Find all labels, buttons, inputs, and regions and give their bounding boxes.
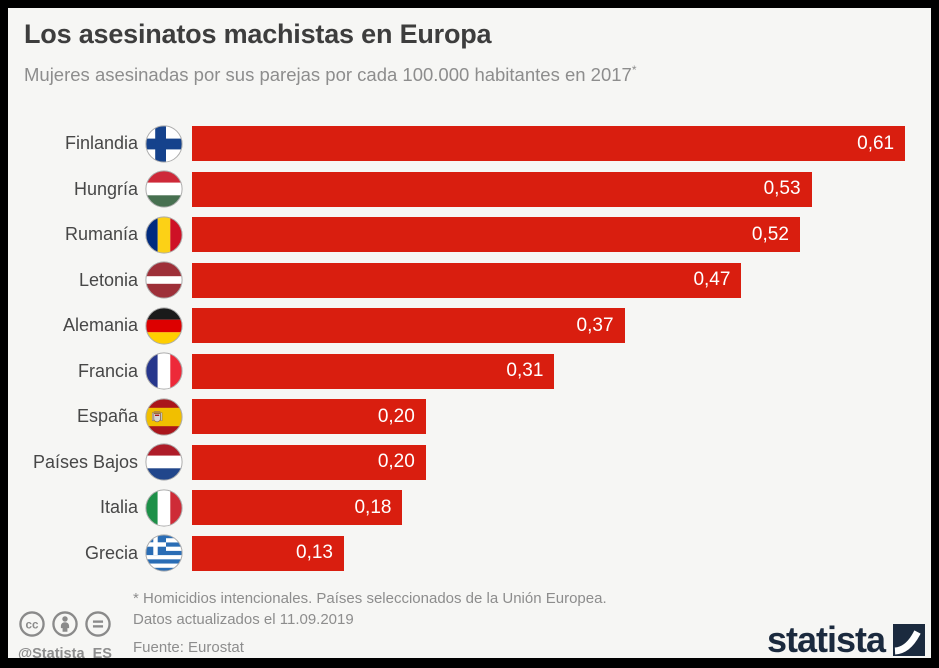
bar: 0,47 — [192, 262, 742, 298]
country-label: Alemania — [62, 315, 138, 336]
bar-track: 0,37 — [192, 308, 931, 344]
svg-text:cc: cc — [26, 618, 39, 631]
bar: 0,61 — [192, 126, 906, 162]
bar-track: 0,20 — [192, 399, 931, 435]
flag-latvia-icon — [145, 261, 183, 300]
value-label: 0,52 — [751, 223, 789, 245]
flag-netherlands-icon — [145, 443, 183, 482]
flag-hungary-icon — [145, 170, 183, 209]
country-label: España — [76, 406, 138, 427]
chart-row: Grecia 0,13 — [8, 531, 931, 577]
bar-track: 0,13 — [192, 535, 931, 571]
bar-track: 0,20 — [192, 444, 931, 480]
country-label: Rumanía — [64, 224, 138, 245]
chart-row: Hungría 0,53 — [8, 167, 931, 213]
bar-track: 0,52 — [192, 217, 931, 253]
value-label: 0,61 — [857, 132, 895, 154]
subtitle-text: Mujeres asesinadas por sus parejas por c… — [24, 64, 632, 86]
footnote-line2: Datos actualizados el 11.09.2019 — [133, 611, 354, 628]
brand-wordmark: statista — [766, 619, 886, 660]
country-label: Italia — [99, 497, 138, 518]
chart-row: Francia 0,31 — [8, 349, 931, 395]
footnote: * Homicidios intencionales. Países selec… — [133, 588, 607, 658]
country-label: Francia — [77, 360, 138, 381]
chart-row: Finlandia 0,61 — [8, 121, 931, 167]
flag-france-icon — [145, 352, 183, 391]
chart-row: Letonia 0,47 — [8, 258, 931, 304]
footnote-marker: * — [631, 63, 637, 77]
flag-germany-icon — [145, 307, 183, 345]
statista-logo-icon — [893, 624, 925, 656]
flag-romania-icon — [145, 216, 183, 254]
bar: 0,31 — [192, 353, 555, 389]
flag-finland-icon — [145, 125, 183, 163]
bar-chart: Finlandia 0,61 Hungría 0,53 Rumanía 0,52 Leton… — [8, 121, 931, 576]
country-label: Hungría — [73, 178, 138, 199]
bar: 0,20 — [192, 399, 426, 435]
license-badges: cc — [18, 610, 112, 643]
chart-row: Rumanía 0,52 — [8, 212, 931, 258]
statista-logo: statista — [767, 622, 925, 658]
bar: 0,37 — [192, 308, 625, 344]
value-label: 0,20 — [377, 405, 415, 427]
attribution-icon — [51, 610, 79, 643]
bar-track: 0,18 — [192, 490, 931, 526]
chart-subtitle: Mujeres asesinadas por sus parejas por c… — [24, 58, 913, 87]
chart-row: Italia 0,18 — [8, 485, 931, 531]
flag-italy-icon — [145, 489, 183, 527]
source-line: Fuente: Eurostat — [133, 639, 244, 656]
country-label: Letonia — [78, 269, 138, 290]
bar-track: 0,53 — [192, 171, 931, 207]
footnote-line1: * Homicidios intencionales. Países selec… — [133, 590, 607, 607]
no-derivatives-icon — [84, 610, 112, 643]
bar-track: 0,61 — [192, 126, 931, 162]
cc-icon: cc — [18, 610, 46, 643]
twitter-handle: @Statista_ES — [18, 646, 112, 662]
country-label: Finlandia — [64, 133, 138, 154]
value-label: 0,47 — [693, 269, 731, 291]
bar: 0,53 — [192, 171, 812, 207]
bar-track: 0,47 — [192, 262, 931, 298]
chart-title: Los asesinatos machistas en Europa — [24, 19, 492, 49]
value-label: 0,37 — [576, 314, 614, 336]
chart-row: España 0,20 — [8, 394, 931, 440]
country-label: Grecia — [84, 542, 138, 563]
license-block: cc @Statista_ES — [18, 610, 112, 662]
country-label: Países Bajos — [32, 451, 138, 472]
value-label: 0,18 — [354, 496, 392, 518]
chart-row: Alemania 0,37 — [8, 303, 931, 349]
value-label: 0,13 — [296, 542, 333, 564]
bar-track: 0,31 — [192, 353, 931, 389]
bar: 0,20 — [192, 444, 426, 480]
flag-greece-icon — [145, 534, 183, 573]
value-label: 0,20 — [377, 451, 415, 473]
chart-row: Países Bajos 0,20 — [8, 440, 931, 486]
bar: 0,13 — [192, 535, 344, 571]
bar: 0,52 — [192, 217, 800, 253]
value-label: 0,53 — [763, 178, 801, 200]
header: Los asesinatos machistas en Europa Mujer… — [8, 8, 931, 87]
flag-spain-icon — [145, 398, 183, 436]
chart-rows: Finlandia 0,61 Hungría 0,53 Rumanía 0,52 Leton… — [8, 121, 931, 576]
value-label: 0,31 — [506, 360, 544, 382]
bar: 0,18 — [192, 490, 403, 526]
